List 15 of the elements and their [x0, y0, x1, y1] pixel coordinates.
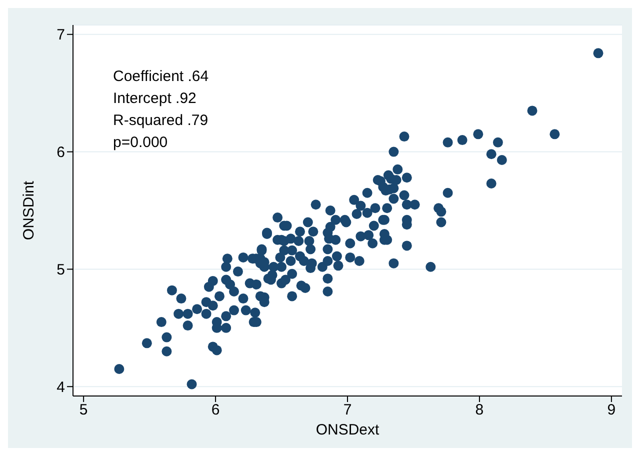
x-tick-label: 9: [607, 402, 616, 419]
x-axis-title: ONSDext: [316, 422, 380, 439]
annotation: p=0.000: [113, 133, 169, 153]
y-tick-label: 5: [56, 262, 65, 279]
x-tick-label: 7: [343, 402, 352, 419]
x-tick-label: 5: [79, 402, 88, 419]
annotation: Coefficient .64: [113, 67, 209, 87]
annotation: Intercept .92: [113, 89, 198, 109]
y-tick-label: 6: [56, 144, 65, 162]
y-tick-label: 7: [56, 26, 65, 44]
annotation: R-squared .79: [113, 111, 209, 131]
y-tick-label: 4: [56, 378, 65, 396]
y-axis-title: ONSDint: [20, 180, 38, 240]
x-tick-label: 8: [475, 402, 484, 419]
x-tick-label: 6: [211, 402, 220, 419]
